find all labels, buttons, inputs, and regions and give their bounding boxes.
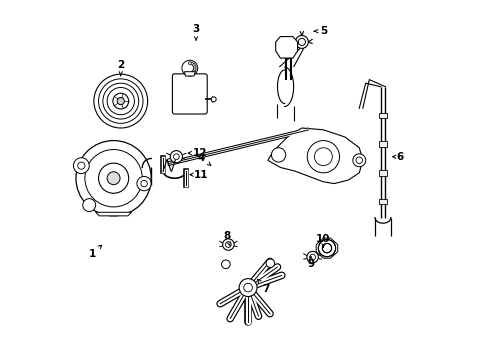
Polygon shape [378,113,386,118]
Circle shape [76,140,151,216]
Circle shape [113,93,128,109]
Text: 4: 4 [197,153,210,165]
Circle shape [141,180,147,187]
Circle shape [102,83,139,119]
Polygon shape [378,199,386,204]
Circle shape [309,254,315,260]
Text: 6: 6 [392,152,403,162]
Circle shape [190,62,193,65]
Circle shape [188,62,191,64]
Circle shape [73,158,89,174]
Circle shape [173,154,179,159]
Circle shape [298,39,305,45]
Circle shape [193,68,196,71]
Text: 10: 10 [316,234,330,247]
Circle shape [322,243,331,253]
Circle shape [94,74,147,128]
Text: 8: 8 [223,231,230,246]
Circle shape [137,176,151,191]
Circle shape [295,36,308,48]
Text: 11: 11 [190,170,208,180]
Circle shape [306,251,318,263]
Circle shape [265,259,274,267]
Circle shape [99,163,128,193]
Circle shape [271,148,285,162]
Circle shape [314,148,332,166]
Circle shape [117,98,124,105]
Polygon shape [184,72,195,76]
Text: 3: 3 [192,24,199,40]
Text: 5: 5 [313,26,326,36]
Polygon shape [378,141,386,147]
Circle shape [211,97,216,102]
Circle shape [170,150,182,163]
Text: 12: 12 [188,148,206,158]
Circle shape [192,69,195,72]
Circle shape [355,157,362,163]
Text: 7: 7 [257,279,269,294]
Circle shape [107,87,134,115]
Circle shape [193,66,196,68]
Circle shape [182,60,197,76]
Circle shape [244,283,252,292]
Circle shape [239,279,257,297]
FancyBboxPatch shape [172,74,207,114]
Text: 2: 2 [117,60,124,76]
Polygon shape [267,128,362,184]
Circle shape [306,140,339,173]
Circle shape [318,239,335,257]
Circle shape [82,199,96,212]
Circle shape [107,172,120,185]
Polygon shape [96,212,131,216]
Polygon shape [316,238,337,258]
Circle shape [78,162,85,169]
Circle shape [85,149,142,207]
Polygon shape [378,170,386,176]
Polygon shape [275,37,297,58]
Circle shape [352,154,365,167]
Circle shape [99,79,142,123]
Circle shape [221,260,230,269]
Circle shape [222,239,234,250]
Circle shape [225,242,231,247]
Text: 9: 9 [306,256,314,269]
Circle shape [190,71,193,74]
Circle shape [192,63,195,66]
Text: 1: 1 [88,245,102,258]
